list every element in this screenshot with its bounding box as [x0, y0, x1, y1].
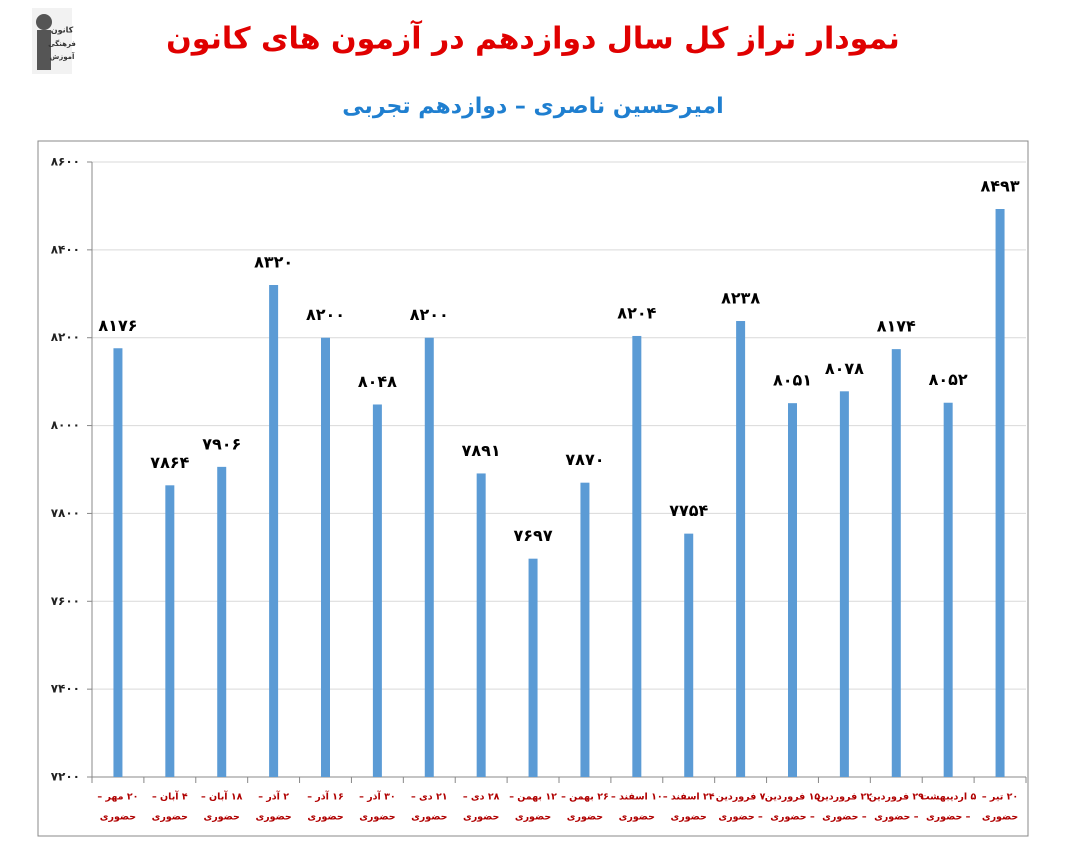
logo-text: کانون	[51, 26, 74, 35]
logo-icon	[36, 14, 52, 30]
bar	[528, 558, 538, 777]
x-tick-label: ۱۶ آذر –	[307, 790, 344, 803]
x-tick-label: ۷ فروردین	[716, 792, 766, 803]
bar	[217, 466, 227, 777]
y-tick-label: ۸۲۰۰	[51, 330, 80, 344]
value-label: ۸۲۰۰	[306, 305, 345, 324]
x-tick-label: – حضوری	[770, 812, 815, 823]
x-tick-label: حضوری	[463, 812, 499, 823]
bar	[269, 285, 279, 777]
x-tick-label: ۱۰ اسفند –	[611, 792, 663, 803]
bar	[684, 533, 694, 777]
value-label: ۷۸۷۰	[565, 450, 604, 469]
x-tick-label: ۲۸ دی –	[463, 792, 500, 803]
x-tick-label: ۲۰ مهر –	[97, 792, 138, 803]
x-tick-label: ۲۰ تیر –	[982, 792, 1018, 803]
value-label: ۷۸۹۱	[462, 441, 501, 460]
x-tick-label: – حضوری	[874, 812, 919, 823]
value-label: ۸۳۲۰	[254, 253, 293, 272]
bar	[321, 337, 330, 777]
y-tick-label: ۸۴۰۰	[51, 242, 80, 256]
y-tick-label: ۸۰۰۰	[51, 418, 80, 432]
bar	[165, 485, 175, 777]
x-tick-label: – حضوری	[926, 812, 971, 823]
bar	[113, 348, 123, 777]
value-label: ۸۱۷۴	[877, 317, 916, 336]
bar	[372, 404, 382, 777]
x-tick-label: حضوری	[567, 812, 603, 823]
bar	[424, 337, 434, 777]
bar	[476, 473, 486, 777]
y-tick-label: ۷۶۰۰	[51, 594, 80, 608]
bar	[943, 402, 953, 777]
bar	[788, 403, 797, 777]
x-tick-label: ۳۰ آذر –	[359, 790, 396, 803]
value-label: ۷۷۵۴	[669, 501, 708, 520]
bar	[839, 391, 849, 777]
logo-text: آموزش	[50, 52, 75, 61]
plot-frame	[37, 140, 1029, 837]
value-label: ۸۰۷۸	[825, 359, 864, 378]
x-tick-label: ۲۴ اسفند –	[663, 792, 715, 803]
chart-subtitle: امیرحسین ناصری – دوازدهم تجربی	[342, 94, 723, 119]
y-tick-label: ۷۸۰۰	[51, 506, 80, 520]
x-tick-label: ۱۸ آبان –	[201, 790, 243, 803]
x-tick-label: ۱۲ بهمن –	[509, 792, 557, 803]
x-tick-label: حضوری	[100, 812, 136, 823]
x-tick-label: ۲۲ فروردین	[817, 792, 873, 803]
logo: کانون فرهنگی آموزش	[32, 8, 76, 74]
bar	[632, 335, 642, 777]
value-label: ۸۰۵۱	[773, 371, 812, 390]
x-tick-label: ۲ آذر –	[258, 790, 289, 803]
y-tick-label: ۸۶۰۰	[51, 155, 80, 169]
logo-icon	[37, 30, 51, 70]
x-tick-label: حضوری	[359, 812, 395, 823]
value-label: ۸۲۰۴	[617, 303, 656, 322]
x-tick-label: ۲۱ دی –	[411, 792, 448, 803]
value-label: ۷۸۶۴	[150, 453, 189, 472]
y-tick-label: ۷۲۰۰	[51, 770, 80, 784]
bar	[995, 209, 1005, 778]
x-tick-label: حضوری	[982, 812, 1018, 823]
x-tick-label: ۵ اردیبهشت	[920, 792, 976, 803]
value-label: ۸۰۵۲	[929, 370, 968, 389]
chart-title: نمودار تراز کل سال دوازدهم در آزمون های …	[166, 20, 900, 57]
value-label: ۸۴۹۳	[981, 177, 1020, 196]
value-label: ۸۲۰۰	[410, 305, 449, 324]
value-label: ۸۱۷۶	[98, 316, 137, 335]
x-tick-label: حضوری	[255, 812, 291, 823]
x-tick-label: حضوری	[671, 812, 707, 823]
x-tick-label: حضوری	[307, 812, 343, 823]
bar	[580, 482, 590, 777]
x-tick-label: حضوری	[619, 812, 655, 823]
x-tick-label: ۴ آبان –	[152, 790, 188, 803]
value-label: ۷۹۰۶	[202, 434, 241, 453]
bar	[736, 321, 746, 777]
x-tick-label: – حضوری	[718, 812, 763, 823]
x-tick-label: حضوری	[515, 812, 551, 823]
value-label: ۷۶۹۷	[514, 526, 553, 545]
x-tick-label: – حضوری	[822, 812, 867, 823]
x-tick-label: ۲۹ فروردین	[869, 792, 925, 803]
logo-text: فرهنگی	[48, 39, 76, 48]
x-tick-label: حضوری	[204, 812, 240, 823]
value-label: ۸۰۴۸	[358, 372, 397, 391]
x-tick-label: حضوری	[152, 812, 188, 823]
x-tick-label: ۱۵ فروردین	[765, 792, 821, 803]
value-label: ۸۲۳۸	[721, 289, 760, 308]
bar	[891, 349, 901, 777]
y-tick-label: ۷۴۰۰	[51, 682, 80, 696]
x-tick-label: حضوری	[411, 812, 447, 823]
x-tick-label: ۲۶ بهمن –	[561, 792, 609, 803]
